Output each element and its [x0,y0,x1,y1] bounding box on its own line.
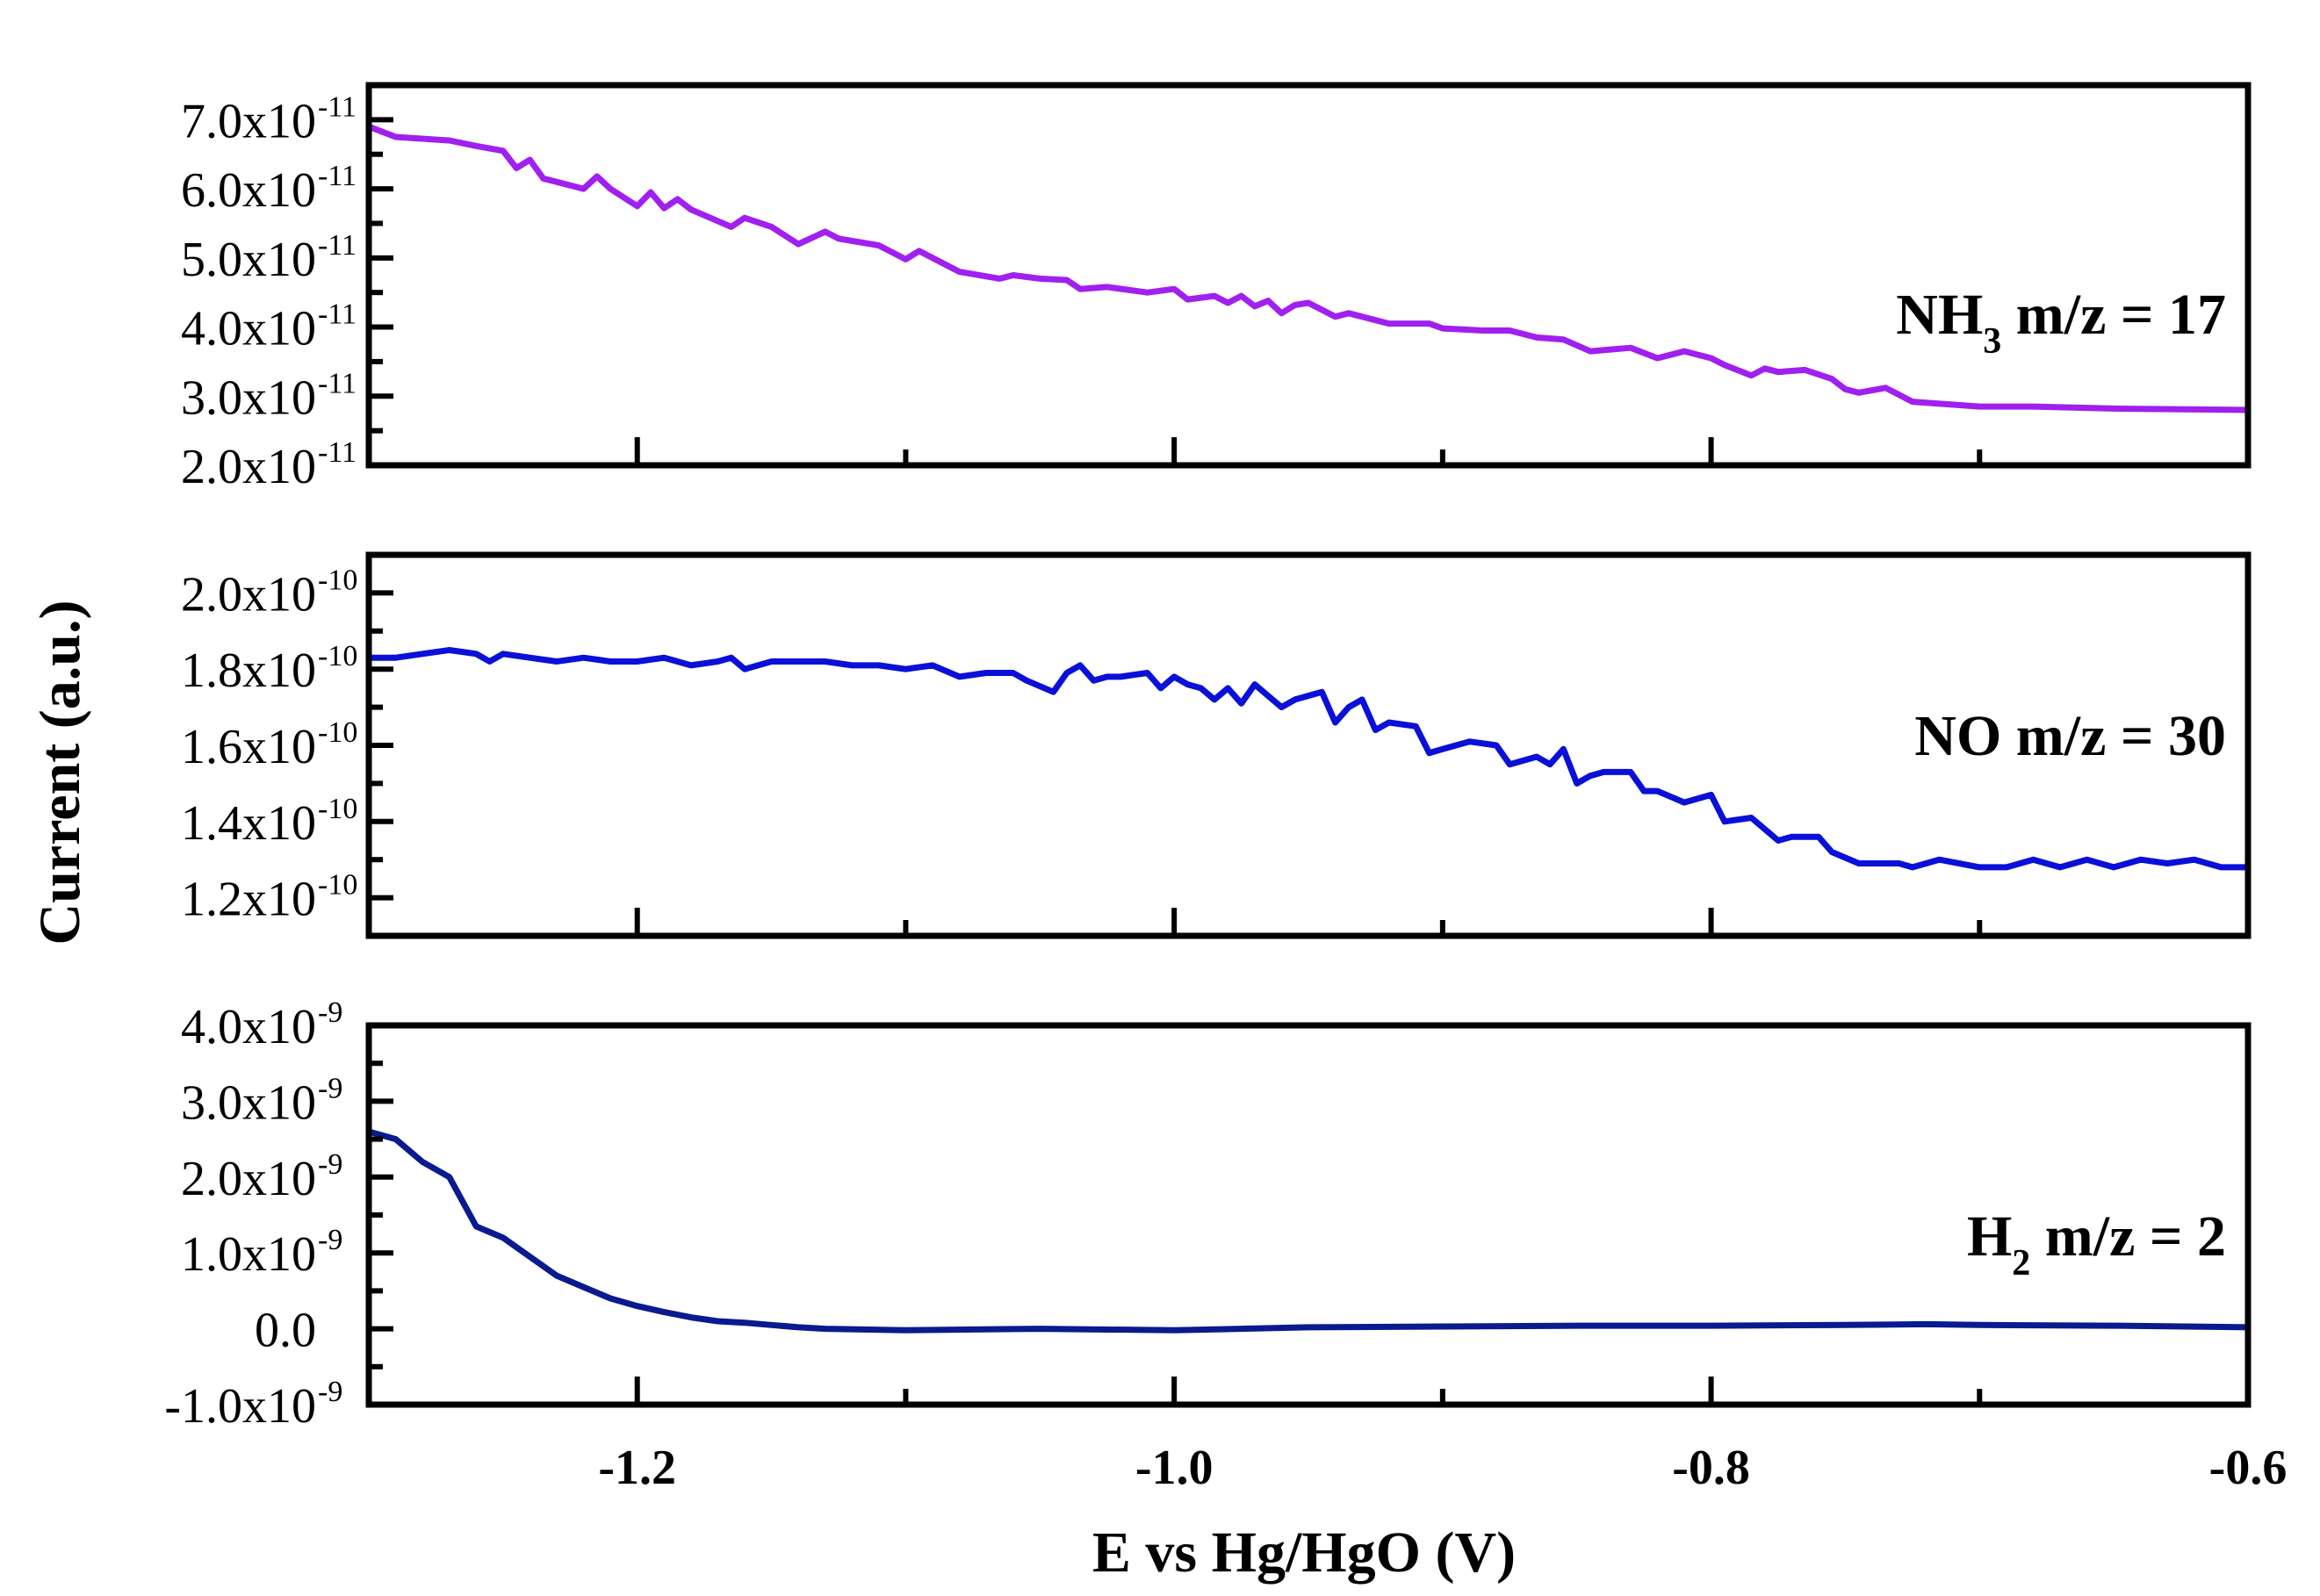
y-tick-label-no-2: 1.6x10 [181,720,316,774]
y-tick-exponent-no-4: -10 [318,564,357,596]
series-line-h2 [368,1128,2249,1334]
y-tick-exponent-no-3: -10 [318,640,357,672]
series-label-h2: H2 m/z = 2 [1967,1204,2226,1283]
series-label-rest-h2: m/z = 2 [2030,1204,2226,1269]
series-label-rest-nh3: m/z = 17 [2001,283,2226,347]
y-tick-label-nh3-0: 2.0x10 [181,440,316,494]
y-tick-exponent-h2-5: -9 [318,996,342,1029]
series-label-nh3: NH3 m/z = 17 [1896,283,2226,362]
panel-no: 1.2x10 -101.4x10 -101.6x10 -101.8x10 -102.0x… [181,551,2252,939]
panel-h2: -1.0x10 -90.01.0x10 -92.0x10 -93.0x10 -94.0x… [164,996,2252,1434]
y-tick-exponent-no-0: -10 [318,869,357,902]
y-tick-exponent-no-1: -10 [318,793,357,825]
y-tick-exponent-h2-3: -9 [318,1148,342,1181]
y-tick-label-h2-0: -1.0x10 [164,1379,316,1434]
y-tick-label-h2-1: 0.0 [255,1304,316,1358]
y-tick-label-no-4: 2.0x10 [181,567,316,622]
y-tick-label-nh3-5: 7.0x10 [181,94,316,148]
y-axis-title: Current (a.u.) [28,600,92,945]
y-tick-label-h2-2: 1.0x10 [181,1227,316,1282]
y-tick-label-nh3-1: 3.0x10 [181,370,316,425]
y-tick-label-nh3-3: 5.0x10 [181,233,316,287]
series-line-no [369,647,2248,871]
y-tick-exponent-h2-0: -9 [318,1376,342,1408]
panels-layer: 2.0x10 -113.0x10 -114.0x10 -115.0x10 -116.0x… [164,82,2252,1434]
y-tick-label-no-1: 1.4x10 [181,796,316,851]
y-tick-exponent-no-2: -10 [318,716,357,749]
x-axis-title: E vs Hg/HgO (V) [1092,1521,1516,1585]
panel-frame-nh3 [365,82,2252,469]
x-axis-tick-labels: -1.2 -1.0 -0.8 -0.6 [598,1441,2287,1495]
y-tick-label-no-0: 1.2x10 [181,873,316,927]
panel-nh3: 2.0x10 -113.0x10 -114.0x10 -115.0x10 -116.0x… [181,82,2252,494]
series-line-nh3 [367,123,2249,413]
series-label-main-nh3: NH [1896,283,1983,347]
series-label-main-h2: H [1967,1204,2012,1269]
y-tick-label-no-3: 1.8x10 [181,643,316,698]
x-tick-label-1: -1.0 [1135,1441,1214,1495]
x-tick-label-2: -0.8 [1672,1441,1750,1495]
y-tick-exponent-h2-2: -9 [318,1224,342,1256]
y-tick-exponent-nh3-0: -11 [318,436,357,469]
y-tick-label-h2-4: 3.0x10 [181,1075,316,1130]
y-tick-label-nh3-2: 4.0x10 [181,302,316,356]
series-label-no: NO m/z = 30 [1914,704,2226,768]
y-tick-label-nh3-4: 6.0x10 [181,163,316,218]
x-tick-label-0: -1.2 [598,1441,676,1495]
y-tick-exponent-nh3-2: -11 [318,298,357,331]
y-tick-label-h2-3: 2.0x10 [181,1152,316,1206]
x-tick-label-3: -0.6 [2209,1441,2288,1495]
series-label-subscript-h2: 2 [2012,1243,2030,1283]
y-tick-exponent-h2-4: -9 [318,1072,342,1104]
y-tick-label-h2-5: 4.0x10 [181,1000,316,1054]
y-tick-exponent-nh3-4: -11 [318,160,357,192]
y-tick-exponent-nh3-1: -11 [318,367,357,399]
series-label-subscript-nh3: 3 [1983,321,2001,362]
y-tick-exponent-nh3-5: -11 [318,90,357,123]
y-tick-exponent-nh3-3: -11 [318,229,357,262]
series-label-main-no: NO m/z = 30 [1914,704,2226,768]
